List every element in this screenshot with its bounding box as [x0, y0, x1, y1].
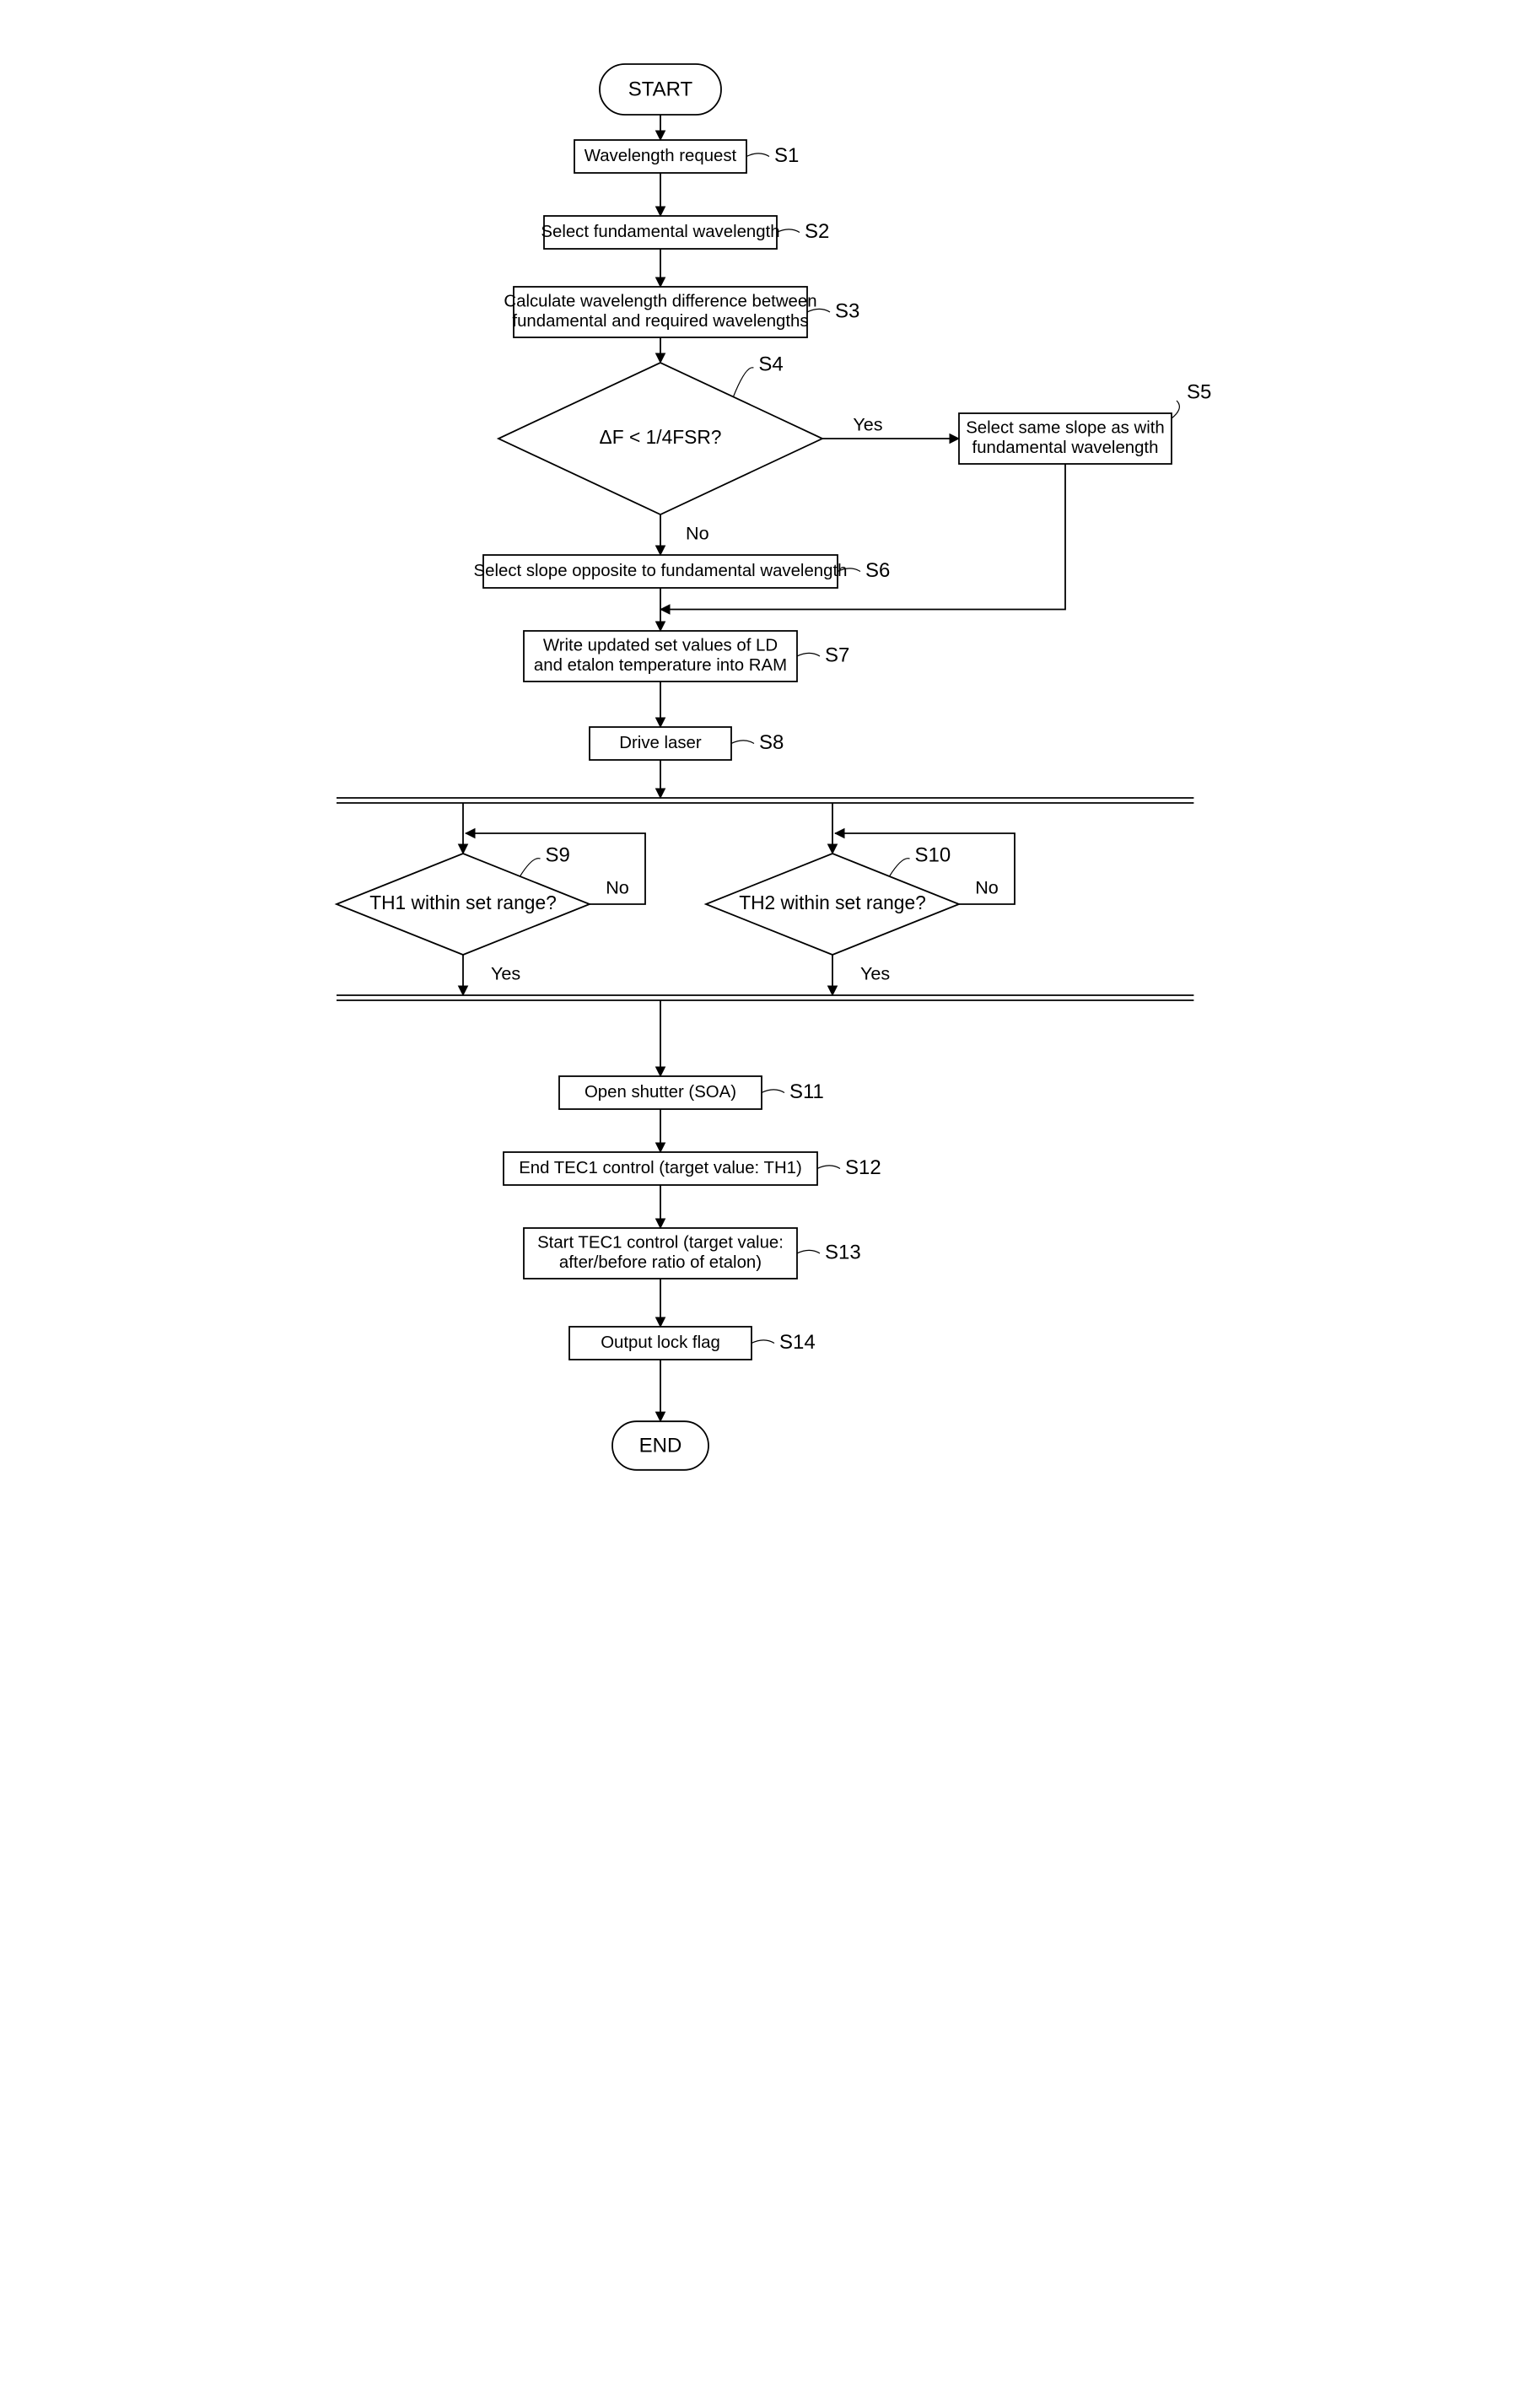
svg-text:S14: S14: [779, 1331, 816, 1354]
svg-text:S7: S7: [825, 644, 849, 666]
svg-text:S8: S8: [759, 731, 784, 754]
svg-text:Output lock flag: Output lock flag: [601, 1333, 720, 1352]
svg-text:Start TEC1 control (target val: Start TEC1 control (target value:: [537, 1234, 784, 1252]
svg-text:S13: S13: [825, 1241, 861, 1263]
svg-text:Write updated set values of LD: Write updated set values of LD: [543, 637, 778, 655]
svg-text:START: START: [628, 78, 693, 101]
svg-text:END: END: [638, 1435, 681, 1457]
svg-text:S2: S2: [805, 220, 829, 243]
flowchart-canvas: START Wavelength request S1 Select fundamen…: [306, 34, 1224, 1479]
svg-text:S12: S12: [845, 1156, 881, 1179]
svg-text:Select slope opposite to funda: Select slope opposite to fundamental wav…: [473, 562, 847, 580]
svg-text:No: No: [686, 523, 709, 544]
svg-text:Yes: Yes: [853, 414, 882, 435]
svg-text:fundamental wavelength: fundamental wavelength: [972, 439, 1158, 457]
svg-text:fundamental and required wavel: fundamental and required wavelengths: [512, 312, 808, 331]
svg-text:after/before ratio of etalon): after/before ratio of etalon): [559, 1253, 762, 1272]
svg-text:and etalon temperature into RA: and etalon temperature into RAM: [534, 656, 787, 675]
svg-text:Wavelength request: Wavelength request: [585, 147, 737, 165]
svg-text:S11: S11: [789, 1080, 824, 1103]
svg-text:TH1 within set range?: TH1 within set range?: [369, 892, 557, 913]
svg-text:Select fundamental wavelength: Select fundamental wavelength: [541, 223, 779, 241]
svg-text:Yes: Yes: [491, 963, 520, 984]
svg-text:Open shutter (SOA): Open shutter (SOA): [585, 1083, 736, 1102]
svg-text:Calculate wavelength differenc: Calculate wavelength difference between: [504, 293, 816, 311]
svg-text:S1: S1: [774, 144, 799, 167]
svg-text:S3: S3: [835, 299, 859, 322]
svg-text:S10: S10: [914, 843, 951, 866]
svg-text:Drive laser: Drive laser: [619, 734, 702, 752]
svg-text:S5: S5: [1187, 380, 1211, 403]
svg-text:S4: S4: [758, 353, 783, 375]
svg-text:S9: S9: [545, 843, 569, 866]
svg-text:No: No: [606, 877, 629, 898]
svg-text:S6: S6: [865, 559, 890, 582]
svg-text:End TEC1 control (target value: End TEC1 control (target value: TH1): [519, 1159, 802, 1177]
svg-text:TH2 within set range?: TH2 within set range?: [739, 892, 926, 913]
svg-text:Yes: Yes: [860, 963, 890, 984]
svg-text:No: No: [975, 877, 999, 898]
svg-text:ΔF < 1/4FSR?: ΔF < 1/4FSR?: [599, 426, 721, 448]
svg-text:Select same slope as with: Select same slope as with: [966, 419, 1165, 438]
